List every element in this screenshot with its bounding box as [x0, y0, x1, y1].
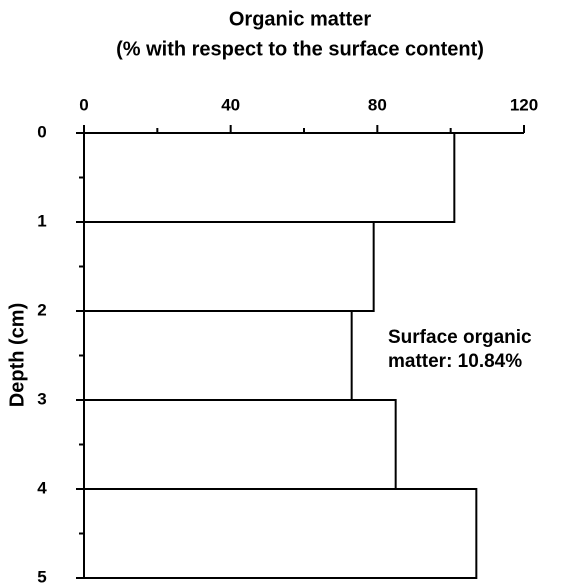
annotation: Surface organic	[388, 327, 532, 348]
x-tick-label: 120	[510, 95, 538, 114]
chart-title: Organic matter	[229, 8, 371, 30]
bar	[83, 488, 478, 579]
x-tick-label: 80	[368, 95, 387, 114]
x-tick-label: 40	[221, 95, 240, 114]
chart-subtitle: (% with respect to the surface content)	[116, 38, 484, 60]
bar	[83, 399, 397, 490]
bar	[83, 310, 353, 401]
bar	[83, 221, 375, 312]
y-tick-label: 0	[37, 122, 46, 141]
y-tick-label: 5	[37, 567, 46, 586]
y-tick-label: 2	[37, 300, 46, 319]
y-tick-label: 3	[37, 389, 46, 408]
y-tick-label: 4	[37, 478, 47, 497]
y-tick-label: 1	[37, 211, 46, 230]
y-axis-label: Depth (cm)	[6, 303, 28, 407]
bar	[83, 132, 456, 223]
annotation: matter: 10.84%	[388, 351, 522, 372]
x-tick-label: 0	[79, 95, 88, 114]
